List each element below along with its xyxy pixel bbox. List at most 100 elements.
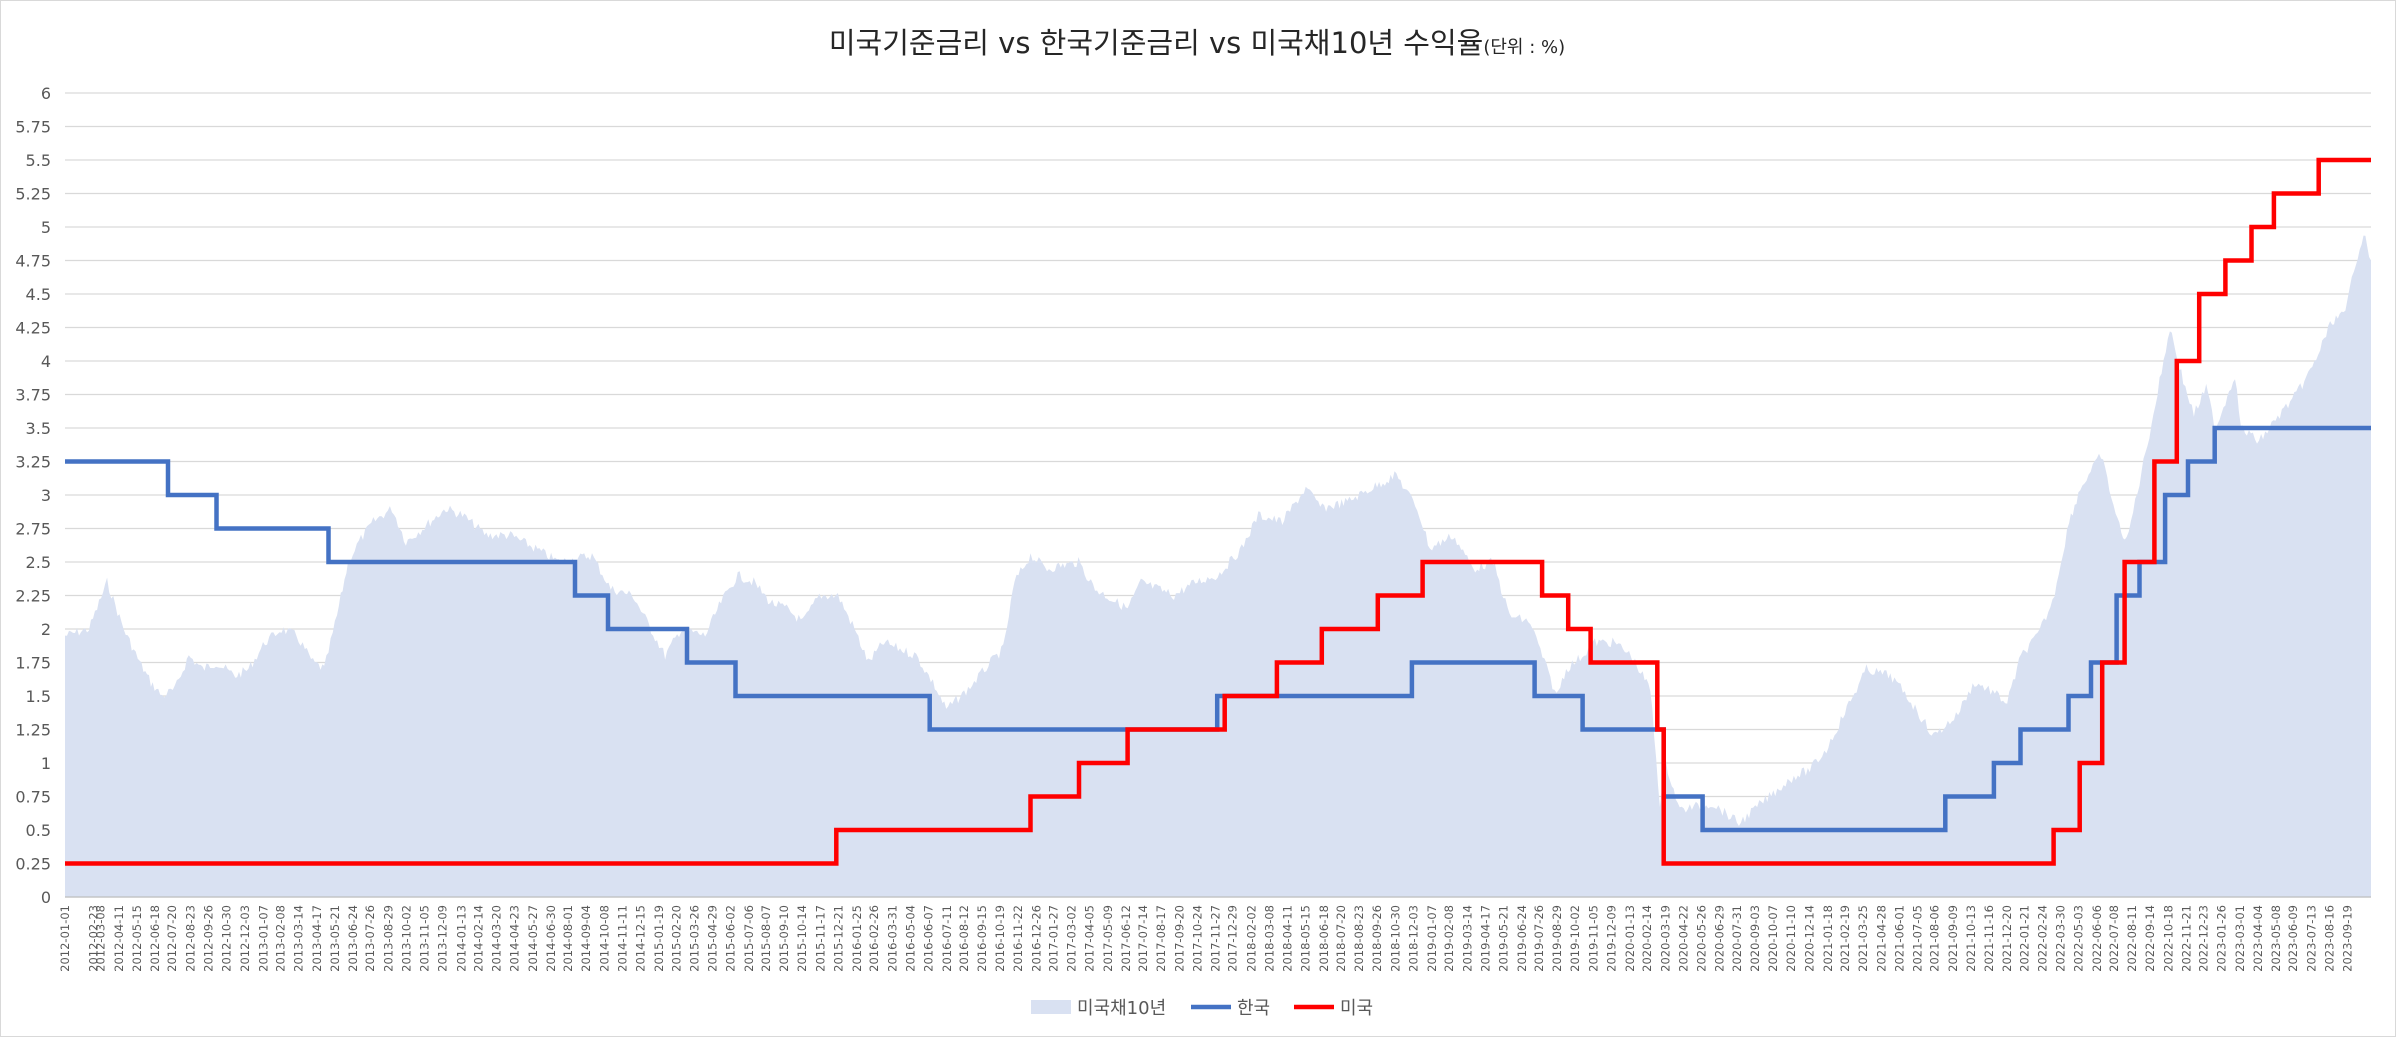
x-tick-label: 2017-11-27 — [1209, 905, 1223, 972]
x-tick-label: 2013-05-21 — [328, 905, 342, 972]
legend-item: 한국 — [1191, 998, 1270, 1019]
y-tick-label: 1.5 — [26, 687, 51, 706]
y-tick-label: 2.75 — [15, 520, 51, 539]
x-tick-label: 2013-08-29 — [381, 905, 395, 972]
y-tick-label: 6 — [41, 84, 51, 103]
y-tick-label: 4.75 — [15, 252, 51, 271]
x-tick-label: 2019-03-14 — [1460, 905, 1474, 972]
x-tick-label: 2018-04-11 — [1281, 905, 1295, 972]
y-tick-label: 0.75 — [15, 788, 51, 807]
x-tick-label: 2012-04-11 — [112, 905, 126, 972]
x-tick-label: 2015-12-21 — [831, 905, 845, 972]
x-tick-label: 2018-12-03 — [1407, 905, 1421, 972]
x-tick-label: 2023-03-01 — [2233, 905, 2247, 972]
x-tick-label: 2021-11-16 — [1982, 905, 1996, 972]
x-tick-label: 2018-06-18 — [1317, 905, 1331, 972]
x-tick-label: 2012-10-30 — [220, 905, 234, 972]
x-tick-label: 2014-04-23 — [508, 905, 522, 972]
x-tick-label: 2014-10-08 — [597, 905, 611, 972]
x-tick-label: 2020-10-07 — [1766, 905, 1780, 972]
x-tick-label: 2013-02-08 — [274, 905, 288, 972]
x-tick-label: 2017-12-29 — [1226, 905, 1240, 972]
x-tick-label: 2016-03-31 — [885, 905, 899, 972]
x-tick-label: 2015-07-06 — [742, 905, 756, 972]
legend-label: 한국 — [1237, 998, 1270, 1019]
y-tick-label: 5 — [41, 218, 51, 237]
y-tick-label: 2.25 — [15, 587, 51, 606]
x-tick-label: 2022-05-03 — [2072, 905, 2086, 972]
x-tick-label: 2022-01-21 — [2017, 905, 2031, 972]
x-tick-label: 2012-01-01 — [58, 905, 72, 972]
x-tick-label: 2015-02-20 — [669, 905, 683, 972]
x-tick-label: 2021-09-09 — [1946, 905, 1960, 972]
x-tick-label: 2020-11-10 — [1784, 905, 1798, 972]
x-tick-label: 2017-07-14 — [1136, 905, 1150, 972]
x-tick-label: 2015-11-17 — [813, 905, 827, 972]
y-tick-label: 3.25 — [15, 453, 51, 472]
x-tick-label: 2014-02-14 — [471, 905, 485, 972]
x-tick-label: 2019-04-17 — [1479, 905, 1493, 972]
x-tick-label: 2020-03-19 — [1658, 905, 1672, 972]
x-tick-label: 2022-09-14 — [2143, 905, 2157, 972]
legend-label: 미국채10년 — [1077, 998, 1166, 1019]
x-tick-label: 2016-06-07 — [922, 905, 936, 972]
x-tick-label: 2018-07-20 — [1334, 905, 1348, 972]
y-tick-label: 1 — [41, 754, 51, 773]
x-tick-label: 2014-06-30 — [544, 905, 558, 972]
x-tick-label: 2015-08-07 — [759, 905, 773, 972]
x-tick-label: 2013-12-09 — [436, 905, 450, 972]
series-line-korea — [65, 425, 2371, 833]
x-tick-label: 2013-11-05 — [418, 905, 432, 972]
x-tick-label: 2018-10-30 — [1388, 905, 1402, 972]
x-tick-label: 2019-10-02 — [1568, 905, 1582, 972]
x-tick-label: 2014-09-04 — [579, 905, 593, 972]
x-tick-label: 2017-08-17 — [1154, 905, 1168, 972]
x-tick-label: 2013-10-02 — [399, 905, 413, 972]
x-tick-label: 2018-05-15 — [1299, 905, 1313, 972]
x-tick-label: 2016-11-22 — [1011, 905, 1025, 972]
x-tick-label: 2012-03-08 — [94, 905, 108, 972]
y-tick-label: 5.75 — [15, 118, 51, 137]
y-tick-label: 4.25 — [15, 319, 51, 338]
x-tick-label: 2022-07-08 — [2107, 905, 2121, 972]
x-tick-label: 2016-01-25 — [850, 905, 864, 972]
x-tick-label: 2014-08-01 — [561, 905, 575, 972]
chart-title-main: 미국기준금리 vs 한국기준금리 vs 미국채10년 수익율 — [829, 26, 1483, 60]
x-tick-label: 2023-09-19 — [2341, 905, 2355, 972]
x-tick-label: 2016-02-26 — [867, 905, 881, 972]
x-tick-label: 2023-08-16 — [2322, 905, 2336, 972]
x-tick-label: 2015-09-10 — [777, 905, 791, 972]
x-tick-label: 2015-01-19 — [652, 905, 666, 972]
y-tick-label: 1.75 — [15, 654, 51, 673]
x-tick-label: 2022-11-21 — [2179, 905, 2193, 972]
y-tick-label: 1.25 — [15, 721, 51, 740]
y-tick-label: 3.5 — [26, 419, 51, 438]
x-tick-label: 2023-01-26 — [2215, 905, 2229, 972]
x-tick-label: 2019-02-08 — [1442, 905, 1456, 972]
x-tick-label: 2021-02-19 — [1838, 905, 1852, 972]
x-tick-label: 2020-02-14 — [1640, 905, 1654, 972]
x-tick-label: 2022-08-11 — [2125, 905, 2139, 972]
x-tick-label: 2014-12-15 — [634, 905, 648, 972]
x-tick-label: 2022-06-06 — [2090, 905, 2104, 972]
x-tick-label: 2019-05-21 — [1497, 905, 1511, 972]
y-tick-label: 2.5 — [26, 553, 51, 572]
x-tick-label: 2023-07-13 — [2304, 905, 2318, 972]
x-tick-label: 2016-10-19 — [993, 905, 1007, 972]
x-tick-label: 2015-04-29 — [706, 905, 720, 972]
x-tick-label: 2018-08-23 — [1352, 905, 1366, 972]
x-tick-label: 2016-09-15 — [975, 905, 989, 972]
x-tick-label: 2022-02-24 — [2035, 905, 2049, 972]
x-tick-label: 2012-09-26 — [201, 905, 215, 972]
legend-swatch — [1031, 1000, 1071, 1014]
x-tick-label: 2018-02-02 — [1244, 905, 1258, 972]
x-tick-label: 2017-09-20 — [1172, 905, 1186, 972]
x-tick-label: 2012-05-15 — [130, 905, 144, 972]
x-tick-label: 2020-06-29 — [1713, 905, 1727, 972]
chart-title: 미국기준금리 vs 한국기준금리 vs 미국채10년 수익율(단위 : %) — [829, 26, 1565, 60]
x-tick-label: 2021-03-25 — [1856, 905, 1870, 972]
y-tick-label: 2 — [41, 620, 51, 639]
